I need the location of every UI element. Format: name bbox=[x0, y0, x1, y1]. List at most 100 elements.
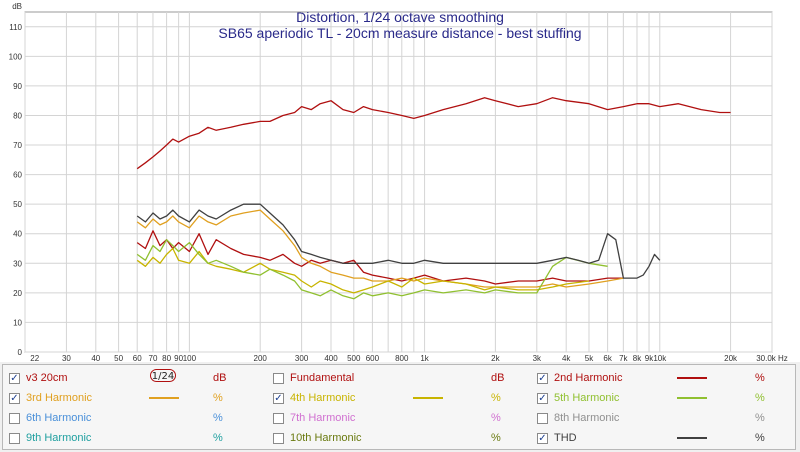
legend-unit: % bbox=[491, 432, 501, 444]
x-tick-label: 30.0k Hz bbox=[756, 354, 788, 362]
x-tick-label: 90 bbox=[174, 354, 183, 362]
legend-item-2nd-harmonic[interactable]: ✓ 2nd Harmonic bbox=[537, 368, 622, 388]
legend-checkbox[interactable] bbox=[9, 412, 20, 424]
x-tick-label: 10k bbox=[653, 354, 667, 362]
legend-item-v3-20cm[interactable]: ✓ v3 20cm bbox=[9, 368, 68, 388]
smoothing-selector[interactable]: 1/24 bbox=[150, 369, 176, 382]
x-tick-label: 2k bbox=[491, 354, 500, 362]
legend-item-7th-harmonic[interactable]: 7th Harmonic bbox=[273, 408, 355, 428]
x-tick-label: 4k bbox=[562, 354, 571, 362]
legend-checkbox[interactable] bbox=[9, 432, 20, 444]
legend-item-10th-harmonic[interactable]: 10th Harmonic bbox=[273, 428, 362, 448]
x-tick-label: 70 bbox=[149, 354, 158, 362]
legend-checkbox[interactable]: ✓ bbox=[537, 372, 548, 384]
legend-item-5th-harmonic[interactable]: ✓ 5th Harmonic bbox=[537, 388, 619, 408]
legend-swatch bbox=[677, 377, 707, 379]
legend-checkbox[interactable]: ✓ bbox=[537, 432, 548, 444]
legend-unit: % bbox=[491, 412, 501, 424]
legend-panel: 1/24 ✓ v3 20cm dB Fundamental dB ✓ 2nd Harmoni… bbox=[2, 364, 796, 450]
y-tick-label: 50 bbox=[13, 200, 22, 209]
y-tick-label: 110 bbox=[9, 23, 22, 32]
y-tick-label: 70 bbox=[13, 141, 22, 150]
x-tick-label: 800 bbox=[395, 354, 409, 362]
legend-unit: % bbox=[213, 432, 223, 444]
y-tick-label: 10 bbox=[13, 318, 22, 327]
x-tick-label: 7k bbox=[619, 354, 628, 362]
legend-checkbox[interactable]: ✓ bbox=[9, 392, 20, 404]
legend-unit: % bbox=[755, 412, 765, 424]
legend-checkbox[interactable]: ✓ bbox=[9, 372, 20, 384]
legend-checkbox[interactable] bbox=[273, 432, 284, 444]
legend-label: 10th Harmonic bbox=[290, 432, 362, 444]
x-tick-label: 30 bbox=[62, 354, 71, 362]
legend-label: 9th Harmonic bbox=[26, 432, 92, 444]
legend-label: v3 20cm bbox=[26, 372, 68, 384]
legend-row: ✓ v3 20cm dB Fundamental dB ✓ 2nd Harmonic% bbox=[3, 368, 797, 388]
legend-unit: % bbox=[755, 372, 765, 384]
legend-label: 5th Harmonic bbox=[554, 392, 620, 404]
x-tick-label: 1k bbox=[420, 354, 429, 362]
legend-checkbox[interactable] bbox=[273, 372, 284, 384]
legend-label: 6th Harmonic bbox=[26, 412, 92, 424]
legend-row: 6th Harmonic% 7th Harmonic% 8th Harmonic% bbox=[3, 408, 797, 428]
legend-row: ✓ 3rd Harmonic% ✓ 4th Harmonic% ✓ 5th Harmoni… bbox=[3, 388, 797, 408]
legend-row: 9th Harmonic% 10th Harmonic% ✓ THD% bbox=[3, 428, 797, 448]
legend-unit: % bbox=[491, 392, 501, 404]
x-tick-label: 50 bbox=[114, 354, 123, 362]
legend-checkbox[interactable] bbox=[273, 412, 284, 424]
legend-unit: % bbox=[755, 392, 765, 404]
x-tick-label: 20k bbox=[724, 354, 738, 362]
y-tick-label: 40 bbox=[13, 230, 22, 239]
y-axis-label: dB bbox=[12, 2, 22, 11]
chart-subtitle: SB65 aperiodic TL - 20cm measure distanc… bbox=[218, 25, 581, 41]
legend-item-6th-harmonic[interactable]: 6th Harmonic bbox=[9, 408, 91, 428]
x-tick-label: 9k bbox=[645, 354, 654, 362]
x-tick-label: 500 bbox=[347, 354, 361, 362]
y-tick-label: 0 bbox=[18, 348, 23, 357]
y-tick-label: 80 bbox=[13, 111, 22, 120]
legend-label: Fundamental bbox=[290, 372, 355, 384]
chart-title: Distortion, 1/24 octave smoothing bbox=[296, 9, 504, 25]
legend-item-fundamental[interactable]: Fundamental bbox=[273, 368, 354, 388]
legend-unit: dB bbox=[213, 372, 227, 384]
legend-unit: dB bbox=[491, 372, 505, 384]
legend-unit: % bbox=[213, 412, 223, 424]
x-tick-label: 3k bbox=[533, 354, 542, 362]
x-tick-label: 300 bbox=[295, 354, 309, 362]
legend-checkbox[interactable] bbox=[537, 412, 548, 424]
legend-swatch bbox=[149, 397, 179, 399]
y-tick-label: 20 bbox=[13, 289, 22, 298]
legend-item-3rd-harmonic[interactable]: ✓ 3rd Harmonic bbox=[9, 388, 92, 408]
series-line-thd bbox=[136, 203, 661, 279]
x-tick-label: 40 bbox=[91, 354, 100, 362]
series-line-v3-20cm bbox=[136, 97, 731, 170]
x-tick-label: 5k bbox=[585, 354, 594, 362]
x-tick-label: 22 bbox=[30, 354, 39, 362]
x-tick-label: 200 bbox=[254, 354, 268, 362]
legend-item-thd[interactable]: ✓ THD bbox=[537, 428, 577, 448]
legend-item-9th-harmonic[interactable]: 9th Harmonic bbox=[9, 428, 91, 448]
legend-checkbox[interactable]: ✓ bbox=[273, 392, 284, 404]
x-tick-label: 600 bbox=[366, 354, 380, 362]
legend-item-8th-harmonic[interactable]: 8th Harmonic bbox=[537, 408, 619, 428]
y-tick-label: 30 bbox=[13, 259, 22, 268]
legend-item-4th-harmonic[interactable]: ✓ 4th Harmonic bbox=[273, 388, 355, 408]
legend-label: 2nd Harmonic bbox=[554, 372, 623, 384]
x-tick-label: 8k bbox=[633, 354, 642, 362]
x-tick-label: 400 bbox=[324, 354, 338, 362]
legend-swatch bbox=[413, 397, 443, 399]
y-tick-label: 90 bbox=[13, 82, 22, 91]
series-line-5th-harmonic bbox=[136, 239, 608, 300]
y-tick-label: 60 bbox=[13, 171, 22, 180]
legend-swatch bbox=[677, 437, 707, 439]
legend-label: 4th Harmonic bbox=[290, 392, 356, 404]
legend-unit: % bbox=[213, 392, 223, 404]
x-tick-label: 6k bbox=[603, 354, 612, 362]
x-tick-label: 100 bbox=[183, 354, 197, 362]
legend-label: 3rd Harmonic bbox=[26, 392, 93, 404]
series-line-3rd-harmonic bbox=[136, 209, 624, 288]
legend-unit: % bbox=[755, 432, 765, 444]
legend-checkbox[interactable]: ✓ bbox=[537, 392, 548, 404]
legend-label: THD bbox=[554, 432, 577, 444]
